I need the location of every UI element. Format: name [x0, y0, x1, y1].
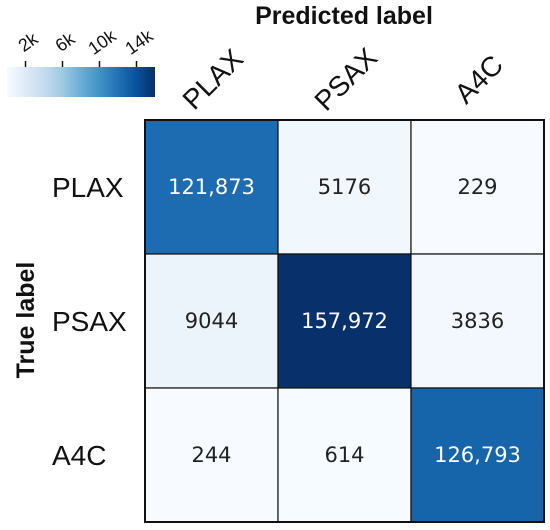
- matrix-border: [144, 119, 545, 523]
- y-tick-label: PLAX: [52, 172, 124, 203]
- x-axis-title: Predicted label: [255, 2, 433, 30]
- cell-value-label: 157,972: [301, 309, 388, 333]
- heatmap-cell: [144, 253, 279, 389]
- cell-value-label: 229: [457, 175, 497, 199]
- colorbar-tick-label: 6k: [52, 28, 80, 56]
- colorbar: 2k 6k 10k 14k: [7, 25, 157, 97]
- cell-value-label: 9044: [185, 309, 238, 333]
- colorbar-gradient: [7, 67, 155, 97]
- x-tick-labels: PLAX PSAX A4C: [177, 42, 509, 117]
- heatmap-cell: [144, 119, 279, 255]
- colorbar-tick-label: 10k: [84, 25, 120, 59]
- heatmap-cells: 121,873 5176 229 9044 157,972 3836 244 614 126,7…: [144, 119, 545, 523]
- cell-value-label: 121,873: [168, 175, 255, 199]
- cell-value-label: 5176: [318, 175, 371, 199]
- heatmap-cell: [410, 387, 545, 523]
- x-tick-label: A4C: [449, 49, 509, 109]
- cell-value-label: 244: [191, 443, 231, 467]
- heatmap-cell: [277, 253, 412, 389]
- y-tick-label: A4C: [52, 440, 106, 471]
- colorbar-tick-label: 14k: [121, 25, 157, 59]
- y-tick-label: PSAX: [52, 306, 127, 337]
- x-tick-label: PLAX: [177, 43, 250, 116]
- heatmap-cell: [144, 387, 279, 523]
- cell-value-label: 126,793: [434, 443, 521, 467]
- cell-value-label: 3836: [451, 309, 504, 333]
- y-tick-labels: PLAX PSAX A4C: [52, 172, 127, 471]
- x-tick-label: PSAX: [308, 42, 383, 117]
- cell-value-label: 614: [324, 443, 364, 467]
- heatmap-cell: [410, 253, 545, 389]
- heatmap-cell: [410, 119, 545, 255]
- colorbar-tick-label: 2k: [15, 28, 43, 56]
- y-axis-title: True label: [12, 262, 40, 379]
- colorbar-ticks: 2k 6k 10k 14k: [15, 25, 157, 67]
